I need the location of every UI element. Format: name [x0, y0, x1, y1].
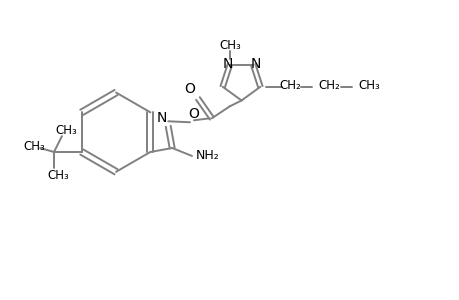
- Text: O: O: [188, 107, 199, 121]
- Text: CH₂: CH₂: [279, 79, 300, 92]
- Text: N: N: [222, 57, 233, 70]
- Text: CH₃: CH₃: [47, 169, 69, 182]
- Text: CH₃: CH₃: [55, 124, 77, 137]
- Text: CH₃: CH₃: [218, 39, 240, 52]
- Text: CH₃: CH₃: [23, 140, 45, 152]
- Text: CH₃: CH₃: [358, 79, 380, 92]
- Text: O: O: [184, 82, 195, 96]
- Text: N: N: [251, 57, 261, 70]
- Text: N: N: [157, 111, 167, 125]
- Text: NH₂: NH₂: [196, 149, 219, 162]
- Text: CH₂: CH₂: [318, 79, 340, 92]
